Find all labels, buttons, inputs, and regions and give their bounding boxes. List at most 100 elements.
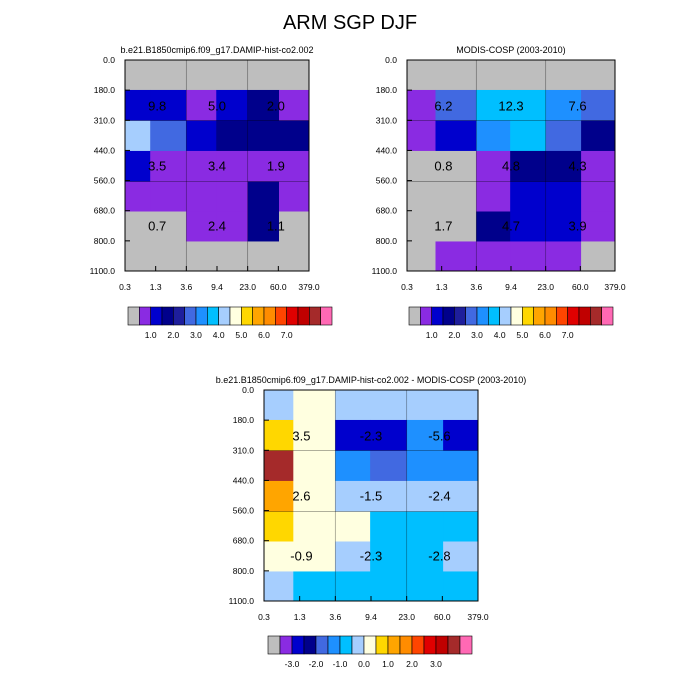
heatmap-cell [186,120,217,152]
colorbar-swatch [447,635,461,655]
colorbar-label: 1.0 [145,330,157,340]
colorbar-swatch [279,635,293,655]
heatmap-cell [125,181,151,212]
y-tick-label: 180.0 [376,85,398,95]
heatmap-cell [476,241,511,272]
colorbar-swatch [533,306,546,326]
heatmap-cell [247,241,280,272]
heatmap-cell [510,150,547,182]
heatmap-cell [264,571,294,602]
cell-value-label: -2.3 [360,428,382,443]
cell-value-label: 5.0 [208,98,226,113]
colorbar-swatch [476,306,489,326]
colorbar-swatch [339,635,353,655]
colorbar-label: 3.0 [471,330,483,340]
y-tick-label: 440.0 [233,475,255,485]
x-tick-label: 23.0 [537,282,554,292]
x-tick-label: 1.3 [150,282,162,292]
colorbar-swatch [263,306,276,326]
heatmap-cell [510,181,547,212]
cell-value-label: 1.1 [267,219,285,234]
heatmap-cell [335,571,371,602]
heatmap-cell [510,211,547,242]
heatmap-cell [335,390,371,421]
panel-title: b.e21.B1850cmip6.f09_g17.DAMIP-hist-co2.… [216,375,527,385]
x-tick-label: 9.4 [365,612,377,622]
y-tick-label: 310.0 [94,115,116,125]
heatmap-cell [150,181,187,212]
heatmap-cell [247,120,280,152]
x-tick-label: 0.3 [401,282,413,292]
heatmap-cell [545,120,582,152]
x-tick-label: 0.3 [258,612,270,622]
heatmap-cell [335,419,371,451]
heatmap-cell [407,181,436,212]
heatmap-cell [581,181,616,212]
y-tick-label: 680.0 [376,206,398,216]
colorbar-label: 6.0 [539,330,551,340]
heatmap-cell [370,390,408,421]
heatmap-cell [435,89,477,121]
y-tick-label: 0.0 [385,55,397,65]
colorbar-swatch [465,306,478,326]
heatmap-cell [125,241,151,272]
heatmap-cell [293,541,336,572]
colorbar-swatch [454,306,466,326]
cell-value-label: 3.9 [569,219,587,234]
y-tick-label: 180.0 [94,85,116,95]
heatmap-cell [264,511,294,542]
heatmap-cell [150,211,187,242]
colorbar-swatch [387,635,401,655]
heatmap-cell [443,419,479,451]
colorbar-swatch [408,306,421,326]
cell-value-label: 3.5 [148,159,166,174]
heatmap-cell [407,60,436,91]
cell-value-label: 2.6 [292,489,310,504]
heatmap-cell [125,120,151,152]
cell-value-label: -1.5 [360,489,382,504]
x-tick-label: 0.3 [119,282,131,292]
x-tick-label: 379.0 [298,282,320,292]
y-tick-label: 800.0 [94,236,116,246]
heatmap-cell [264,450,294,482]
colorbar-label: 5.0 [516,330,528,340]
colorbar: -3.0 -2.0 -1.0 0.0 1.0 2.0 3.0 [267,635,473,669]
heatmap-cell [216,211,249,242]
cell-value-label: 0.8 [434,159,452,174]
heatmap-cell [435,150,477,182]
heatmap-cell [443,541,479,572]
y-tick-label: 560.0 [233,506,255,516]
heatmap-cell [293,390,336,421]
colorbar-swatch [195,306,208,326]
colorbar-swatch [399,635,413,655]
colorbar-swatch [275,306,287,326]
heatmap-cell [125,150,151,182]
heatmap-cell [545,150,582,182]
colorbar-swatch [590,306,602,326]
heatmap-cell [247,181,280,212]
colorbar-swatch [431,306,444,326]
colorbar-label: -2.0 [309,659,324,669]
panel-2: MODIS-COSP (2003-2010) 0.3 1.3 3.6 9.4 23.0 60… [372,45,626,340]
heatmap-cell [435,241,477,272]
heatmap-cell [407,120,436,152]
x-tick-label: 3.6 [470,282,482,292]
colorbar-label: 6.0 [258,330,270,340]
heatmap-cell [216,120,249,152]
heatmap-cell [476,120,511,152]
colorbar-label: 3.0 [430,659,442,669]
panel-title: b.e21.B1850cmip6.f09_g17.DAMIP-hist-co2.… [120,45,313,55]
colorbar: 1.0 2.0 3.0 4.0 5.0 6.0 7.0 [408,306,614,340]
heatmap-cell [186,150,217,182]
heatmap-cell [476,181,511,212]
heatmap-cell [247,89,280,121]
heatmap-cell [370,511,408,542]
colorbar-swatch [303,635,317,655]
heatmap-cell [476,211,511,242]
cell-value-label: 1.9 [267,159,285,174]
heatmap-cell [443,450,479,482]
x-tick-label: 9.4 [505,282,517,292]
heatmap-cell [510,120,547,152]
colorbar-label: 2.0 [167,330,179,340]
y-tick-label: 1100.0 [90,266,116,276]
